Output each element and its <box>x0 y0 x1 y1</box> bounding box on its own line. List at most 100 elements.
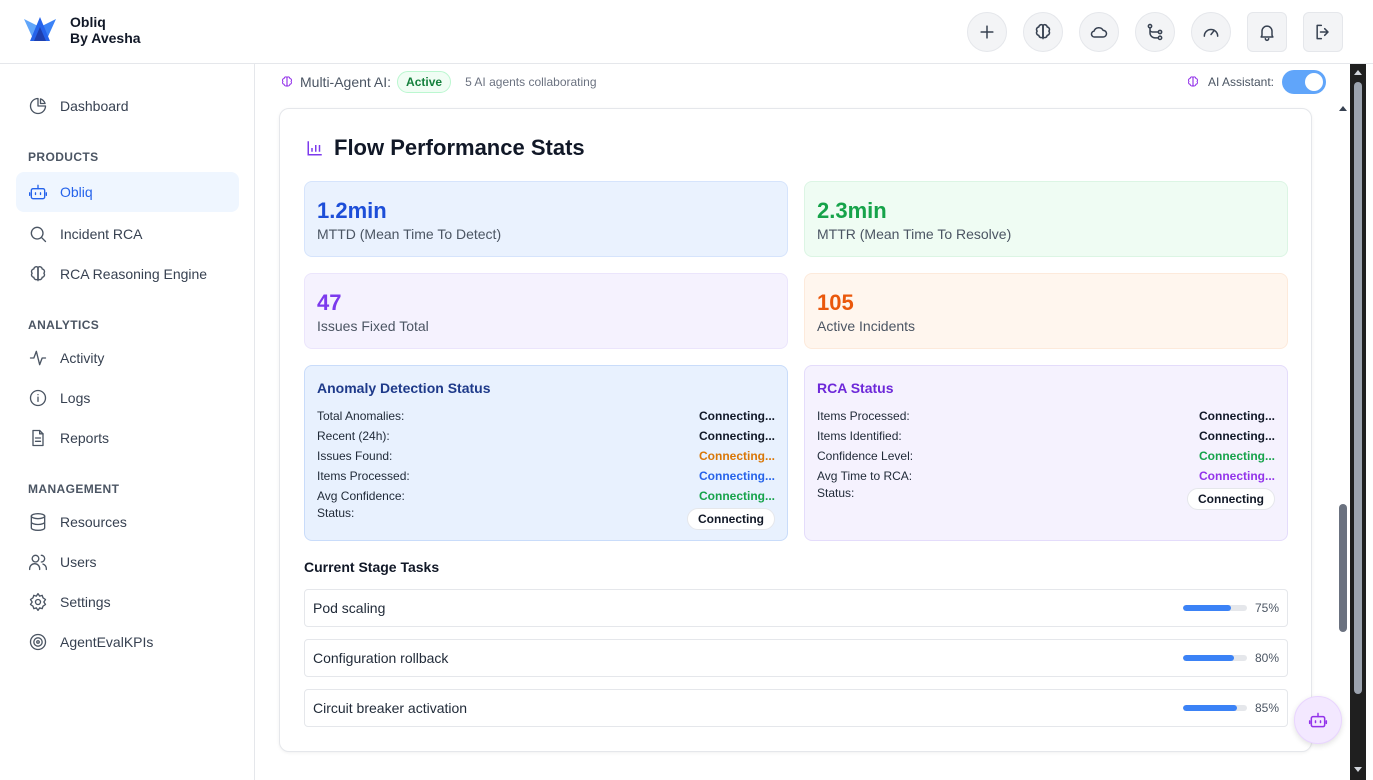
brand[interactable]: Obliq By Avesha <box>22 14 141 46</box>
stat-value: 2.3min <box>817 198 887 223</box>
logout-button[interactable] <box>1303 12 1343 52</box>
sidebar-item-dashboard[interactable]: Dashboard <box>16 86 239 126</box>
bot-icon <box>1308 712 1328 728</box>
sidebar-item-obliq[interactable]: Obliq <box>16 172 239 212</box>
progress-bar <box>1183 655 1247 661</box>
sidebar-item-reports[interactable]: Reports <box>16 418 239 458</box>
workflow-button[interactable] <box>1135 12 1175 52</box>
bell-icon <box>1260 25 1274 42</box>
target-icon <box>29 633 47 651</box>
sidebar-item-label: Incident RCA <box>60 226 143 242</box>
row-key: Items Processed: <box>317 469 410 483</box>
status-badge: Active <box>397 71 452 93</box>
gauge-icon <box>1203 28 1219 37</box>
stat-value: 47 <box>317 290 342 315</box>
rca-row: Items Processed: Connecting... <box>817 406 1275 426</box>
task-row[interactable]: Circuit breaker activation 85% <box>304 689 1288 727</box>
multi-agent-label: Multi-Agent AI: <box>300 74 392 90</box>
brain-icon <box>1035 23 1051 40</box>
content-scrollbar[interactable] <box>1336 100 1350 780</box>
sidebar: Dashboard PRODUCTS Obliq Incident RCA RC… <box>0 64 255 780</box>
tasks-title: Current Stage Tasks <box>304 559 440 575</box>
anomaly-row: Items Processed: Connecting... <box>317 466 775 486</box>
task-row[interactable]: Configuration rollback 80% <box>304 639 1288 677</box>
performance-button[interactable] <box>1191 12 1231 52</box>
multi-agent-bar: Multi-Agent AI: Active 5 AI agents colla… <box>256 64 1336 100</box>
ai-brain-button[interactable] <box>1023 12 1063 52</box>
info-icon <box>29 389 47 407</box>
add-button[interactable] <box>967 12 1007 52</box>
progress-fill <box>1183 605 1231 611</box>
database-icon <box>30 513 46 531</box>
sidebar-item-agentevalkpis[interactable]: AgentEvalKPIs <box>16 622 239 662</box>
panel-title: Anomaly Detection Status <box>317 380 491 396</box>
ai-assistant-label: AI Assistant: <box>1207 75 1274 89</box>
row-value: Connecting... <box>699 489 775 503</box>
stat-label: MTTR (Mean Time To Resolve) <box>817 226 1012 242</box>
search-icon <box>30 226 47 243</box>
row-key: Items Identified: <box>817 429 902 443</box>
status-badge: Connecting <box>1187 488 1275 510</box>
page-scrollbar[interactable] <box>1350 64 1366 780</box>
brain-icon <box>281 76 293 87</box>
bot-icon <box>29 184 47 200</box>
progress-bar <box>1183 605 1247 611</box>
task-percent: 80% <box>1255 651 1280 665</box>
sidebar-item-resources[interactable]: Resources <box>16 502 239 542</box>
anomaly-row: Issues Found: Connecting... <box>317 446 775 466</box>
sidebar-item-label: Obliq <box>60 184 93 200</box>
task-row[interactable]: Pod scaling 75% <box>304 589 1288 627</box>
task-percent: 85% <box>1255 701 1280 715</box>
task-label: Pod scaling <box>313 600 386 616</box>
row-key: Items Processed: <box>817 409 910 423</box>
scroll-up-arrow[interactable] <box>1354 70 1362 75</box>
row-key: Recent (24h): <box>317 429 390 443</box>
row-key: Issues Found: <box>317 449 393 463</box>
section-management: MANAGEMENT <box>28 482 120 496</box>
row-key: Total Anomalies: <box>317 409 405 423</box>
task-percent: 75% <box>1255 601 1280 615</box>
stat-value: 1.2min <box>317 198 387 223</box>
sidebar-item-activity[interactable]: Activity <box>16 338 239 378</box>
git-branch-icon <box>1147 23 1163 41</box>
scroll-thumb[interactable] <box>1354 82 1362 694</box>
rca-row: Items Identified: Connecting... <box>817 426 1275 446</box>
progress-bar <box>1183 705 1247 711</box>
rca-row: Avg Time to RCA: Connecting... <box>817 466 1275 486</box>
notifications-button[interactable] <box>1247 12 1287 52</box>
row-value: Connecting... <box>1199 429 1275 443</box>
scroll-down-arrow[interactable] <box>1354 767 1362 772</box>
activity-icon <box>29 350 47 366</box>
anomaly-row: Total Anomalies: Connecting... <box>317 406 775 426</box>
row-value: Connecting... <box>1199 469 1275 483</box>
rca-row: Confidence Level: Connecting... <box>817 446 1275 466</box>
progress-fill <box>1183 705 1238 711</box>
panel-title: RCA Status <box>817 380 894 396</box>
anomaly-row: Avg Confidence: Connecting... <box>317 486 775 506</box>
sidebar-item-rca-engine[interactable]: RCA Reasoning Engine <box>16 254 239 294</box>
row-key: Status: <box>317 506 355 520</box>
pie-chart-icon <box>29 97 47 115</box>
scroll-up-arrow[interactable] <box>1339 106 1347 111</box>
scroll-thumb[interactable] <box>1339 504 1347 632</box>
row-key: Status: <box>817 486 855 500</box>
stat-label: Issues Fixed Total <box>317 318 429 334</box>
sidebar-item-settings[interactable]: Settings <box>16 582 239 622</box>
sidebar-item-label: RCA Reasoning Engine <box>60 266 208 282</box>
file-text-icon <box>32 429 44 447</box>
row-value: Connecting... <box>699 469 775 483</box>
sidebar-item-label: Users <box>60 554 97 570</box>
progress-fill <box>1183 655 1235 661</box>
ai-assistant-fab[interactable] <box>1294 696 1342 744</box>
cloud-button[interactable] <box>1079 12 1119 52</box>
sidebar-item-logs[interactable]: Logs <box>16 378 239 418</box>
brain-icon <box>30 266 46 282</box>
users-icon <box>29 554 47 571</box>
sidebar-item-users[interactable]: Users <box>16 542 239 582</box>
sidebar-item-label: Reports <box>60 430 110 446</box>
ai-assistant-toggle[interactable] <box>1282 70 1326 94</box>
sidebar-item-incident-rca[interactable]: Incident RCA <box>16 214 239 254</box>
stat-issues-fixed: 47 Issues Fixed Total <box>304 273 788 349</box>
stat-active-incidents: 105 Active Incidents <box>804 273 1288 349</box>
page-title: Flow Performance Stats <box>334 135 585 160</box>
